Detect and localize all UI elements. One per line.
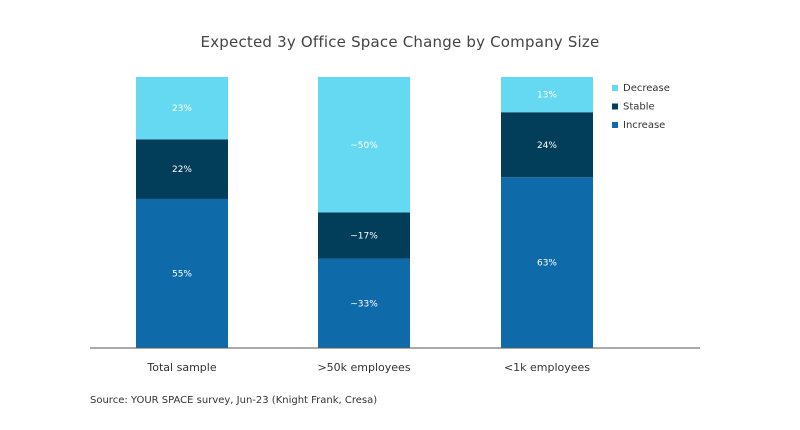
legend-label-stable: Stable [623,102,655,113]
data-label-decrease-3: 13% [537,91,557,101]
bars-layer [136,77,593,348]
bar-segment-increase-3 [501,177,593,348]
bar-segment-stable-1 [136,139,228,199]
data-label-increase-3: 63% [537,259,557,269]
bar-segment-decrease-3 [501,77,593,113]
legend-swatch-increase [612,122,618,128]
legend-swatch-stable [612,103,618,110]
data-label-stable-2: ~17% [350,232,378,242]
bar-segment-increase-2 [318,258,410,348]
category-label-2: >50k employees [317,361,410,374]
bar-segment-stable-2 [318,212,410,259]
data-label-decrease-1: 23% [172,104,192,114]
legend-label-decrease: Decrease [623,83,670,94]
legend-label-increase: Increase [623,120,665,131]
category-label-3: <1k employees [504,361,590,374]
source-note: Source: YOUR SPACE survey, Jun-23 (Knigh… [90,395,378,406]
data-label-increase-1: 55% [172,269,192,279]
bar-segment-increase-1 [136,198,228,348]
bar-labels-layer: 55% 22% 23% ~33% ~17% ~50% 63% 24% 13% [172,91,557,310]
data-label-increase-2: ~33% [350,299,378,309]
legend-swatch-decrease [612,85,618,91]
bar-segment-decrease-2 [318,77,410,213]
chart-title: Expected 3y Office Space Change by Compa… [200,33,600,51]
legend: Decrease Stable Increase [612,83,670,131]
category-label-1: Total sample [146,361,216,374]
category-labels-layer: Total sample >50k employees <1k employees [146,361,590,374]
data-label-decrease-2: ~50% [350,141,378,151]
data-label-stable-1: 22% [172,165,192,175]
bar-segment-stable-3 [501,112,593,178]
bar-segment-decrease-1 [136,77,228,140]
data-label-stable-3: 24% [537,141,557,151]
